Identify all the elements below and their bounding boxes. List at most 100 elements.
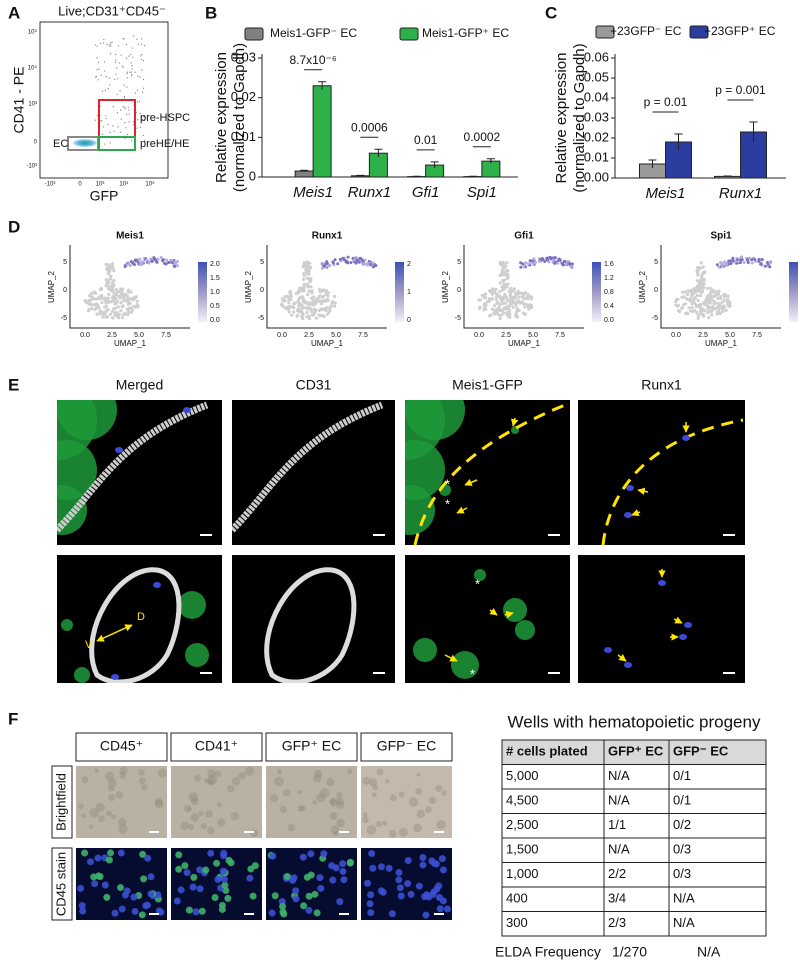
- cell-dot: [495, 311, 499, 315]
- cell-text: 2/2: [608, 866, 626, 881]
- cell-texture: [137, 769, 145, 776]
- cell-text: 400: [506, 891, 528, 906]
- cell-dot: [106, 308, 110, 312]
- cell-texture: [274, 776, 284, 787]
- y-tick-label: 0.06: [584, 49, 609, 64]
- cell-dot: [688, 298, 692, 303]
- cell-texture: [250, 829, 259, 838]
- cell-dot: [122, 298, 126, 302]
- cell-dot: [336, 262, 340, 266]
- gfp-signal: [74, 667, 90, 683]
- event-dot: [131, 65, 133, 67]
- brightfield-image: [266, 766, 357, 838]
- cell-dot: [321, 288, 326, 292]
- umap-axes: [463, 245, 584, 329]
- event-dot: [94, 119, 96, 121]
- cell-text: 0/3: [673, 866, 691, 881]
- event-dot: [110, 44, 112, 46]
- umap-axes: [69, 245, 190, 329]
- nucleus: [419, 861, 427, 869]
- cell-texture: [154, 797, 163, 806]
- event-dot: [137, 75, 139, 77]
- arrow: [631, 509, 641, 517]
- x-axis-label: UMAP_1: [705, 339, 738, 348]
- y-tick-label: -10³: [26, 164, 37, 170]
- cell-dot: [105, 263, 109, 267]
- cell-dot: [502, 282, 506, 286]
- cell-dot: [483, 301, 488, 305]
- gate-label: pre-HSPC: [140, 112, 190, 124]
- cell-dot: [505, 260, 509, 265]
- cell-dot: [300, 315, 304, 319]
- umap-axes: [660, 245, 781, 329]
- cell-dot: [174, 261, 178, 265]
- cell-dot: [115, 311, 119, 315]
- y-tick-label: 0.02: [231, 89, 256, 104]
- cell-dot: [135, 259, 139, 263]
- cell-dot: [494, 294, 499, 299]
- cell-dot: [477, 298, 481, 302]
- event-dot: [117, 78, 119, 80]
- cell-dot: [341, 256, 345, 260]
- column-title: Runx1: [641, 377, 682, 393]
- arrow: [464, 478, 478, 486]
- cell-dot: [692, 292, 696, 296]
- cell-texture: [207, 774, 218, 785]
- event-dot: [127, 106, 129, 108]
- cell-texture: [389, 794, 398, 802]
- event-dot: [125, 43, 128, 46]
- cell-texture: [190, 813, 200, 822]
- cell-dot: [502, 287, 506, 291]
- cell-dot: [156, 257, 160, 261]
- cell-dot: [483, 292, 488, 296]
- cell-dot: [696, 269, 700, 273]
- cell-dot: [105, 267, 109, 271]
- elda-text: N/A: [697, 944, 721, 960]
- nucleus: [305, 906, 313, 914]
- nucleus: [91, 880, 99, 888]
- cell-texture: [398, 791, 405, 798]
- cell-texture: [81, 813, 87, 819]
- umap-title: Gfi1: [514, 231, 534, 242]
- cell-dot: [750, 261, 754, 265]
- cell-dot: [114, 306, 118, 310]
- cell-texture: [187, 807, 192, 812]
- legend-swatch: [244, 27, 264, 41]
- event-dot: [109, 131, 111, 134]
- cell-dot: [89, 298, 93, 302]
- error-bar: [486, 158, 495, 164]
- cell-dot: [680, 290, 685, 294]
- cell-dot: [729, 262, 733, 266]
- nucleus: [157, 908, 165, 916]
- cell-dot: [112, 292, 116, 296]
- table-cell: [668, 911, 767, 937]
- cell-dot: [99, 296, 103, 300]
- cell-dot: [721, 309, 725, 313]
- nucleus: [107, 849, 115, 857]
- nucleus: [222, 887, 230, 895]
- x-tick-label: -10³: [45, 182, 56, 188]
- cell-dot: [731, 258, 735, 262]
- cell-dot: [309, 309, 314, 313]
- event-dot: [126, 113, 128, 115]
- nucleus: [307, 850, 315, 858]
- nucleus: [90, 873, 98, 881]
- cd31-signal: [57, 401, 209, 533]
- cell-dot: [708, 305, 712, 309]
- cell-texture: [157, 768, 167, 778]
- nucleus: [130, 893, 138, 901]
- nucleus: [175, 851, 183, 859]
- asterisk: *: [475, 576, 480, 591]
- nucleus: [299, 853, 307, 861]
- nucleus: [439, 866, 447, 874]
- cell-dot: [110, 296, 114, 300]
- event-dot: [96, 57, 98, 59]
- x-tick-label: 5.0: [528, 332, 538, 339]
- cell-dot: [305, 311, 309, 315]
- table-cell: [501, 862, 605, 888]
- cell-dot: [355, 259, 359, 263]
- cell-dot: [110, 309, 115, 314]
- cell-dot: [92, 290, 97, 294]
- cell-dot: [714, 301, 718, 305]
- cell-dot: [106, 296, 111, 300]
